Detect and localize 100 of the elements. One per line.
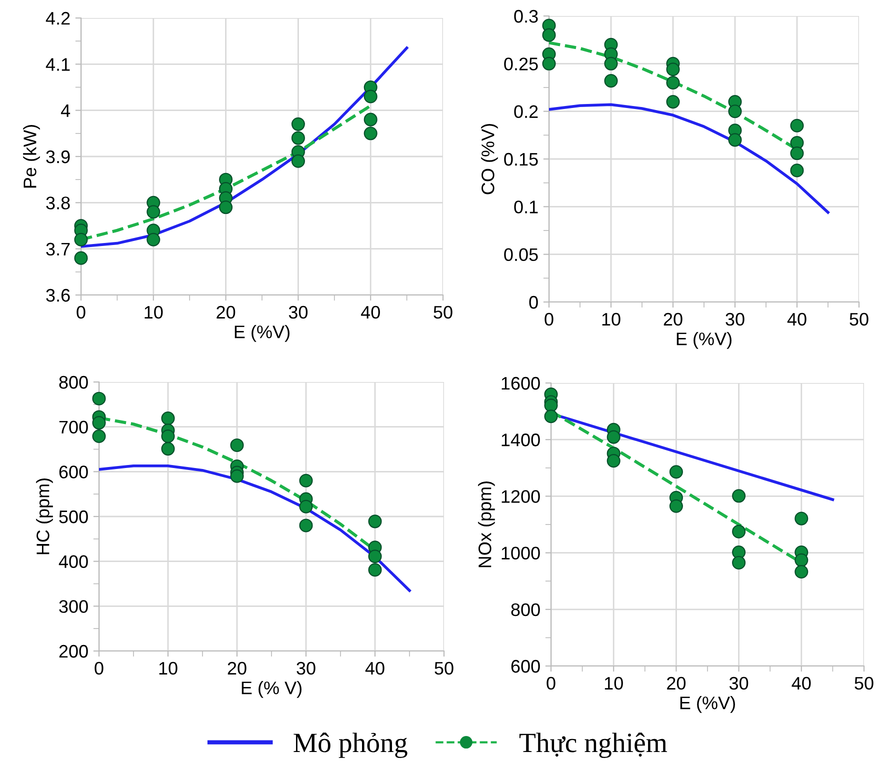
point	[230, 469, 244, 483]
x-axis-title: E (%V)	[234, 325, 290, 342]
x-tick-label: 20	[667, 676, 686, 690]
x-tick-label: 0	[546, 676, 556, 690]
point	[92, 429, 106, 444]
point	[544, 410, 558, 424]
x-tick-label: 30	[296, 662, 316, 675]
y-tick-label: 0.25	[504, 58, 538, 70]
point	[230, 438, 244, 452]
y-tick-label: 0	[529, 296, 538, 309]
point	[794, 553, 808, 567]
y-tick-label: 400	[58, 555, 88, 568]
y-tick-label: 0.15	[504, 152, 538, 166]
x-axis-title: E (%V)	[680, 696, 735, 713]
x-tick-label: 30	[288, 306, 308, 319]
x-axis-title: E (%V)	[676, 332, 732, 349]
point	[542, 28, 556, 42]
x-tick-label: 10	[604, 676, 623, 690]
point	[291, 117, 305, 131]
point	[790, 164, 804, 178]
point	[732, 489, 746, 503]
x-tick-label: 10	[144, 306, 163, 319]
point	[666, 62, 680, 76]
y-tick-label: 800	[59, 376, 88, 389]
point	[368, 514, 382, 528]
y-tick-label: 600	[59, 466, 88, 478]
y-tick-label: 0.3	[514, 10, 538, 23]
point	[666, 76, 680, 90]
y-tick-label: 600	[511, 660, 540, 673]
point	[146, 205, 160, 219]
point	[790, 118, 804, 132]
line-series	[99, 464, 411, 592]
y-tick-label: 800	[511, 603, 540, 616]
x-tick-label: 10	[602, 312, 620, 326]
point	[728, 133, 742, 147]
y-tick-label: 3.7	[46, 242, 70, 256]
point	[544, 398, 558, 412]
point	[794, 564, 808, 579]
x-tick-label: 20	[228, 662, 246, 675]
y-tick-label: 3.8	[46, 196, 70, 210]
y-axis-title: NOx (ppm)	[478, 481, 495, 568]
point	[666, 95, 680, 109]
line-series	[549, 103, 830, 214]
x-tick-label: 50	[850, 312, 868, 326]
y-tick-label: 0.1	[514, 200, 538, 214]
point	[74, 251, 88, 265]
x-tick-label: 50	[434, 662, 454, 675]
legend-label: Thực nghiệm	[519, 732, 668, 758]
y-tick-label: 3.6	[46, 288, 70, 302]
x-tick-label: 10	[159, 662, 178, 675]
y-tick-label: 1400	[502, 434, 540, 446]
point	[604, 74, 618, 88]
y-tick-label: 700	[59, 420, 88, 434]
point	[604, 56, 618, 70]
point	[606, 454, 620, 468]
point	[92, 416, 106, 430]
point	[161, 429, 175, 444]
x-tick-label: 30	[726, 312, 744, 326]
point	[219, 200, 233, 214]
y-tick-label: 1000	[502, 546, 540, 560]
x-axis-title: E (% V)	[242, 681, 302, 698]
x-tick-label: 20	[216, 306, 236, 319]
y-tick-label: 1200	[502, 490, 540, 503]
y-tick-label: 4	[60, 104, 70, 117]
point	[299, 500, 313, 514]
y-axis-title: CO (%V)	[481, 124, 498, 194]
point	[732, 524, 746, 538]
x-tick-label: 0	[94, 662, 104, 675]
point	[790, 146, 804, 160]
x-tick-label: 50	[434, 306, 452, 319]
point	[542, 56, 556, 70]
point	[146, 232, 160, 246]
point	[669, 499, 683, 513]
point	[291, 154, 305, 168]
y-tick-label: 4.1	[46, 58, 70, 71]
y-tick-label: 200	[59, 644, 88, 658]
point	[161, 442, 175, 456]
x-tick-label: 40	[365, 662, 384, 675]
x-tick-label: 50	[854, 676, 874, 690]
point	[606, 430, 620, 444]
point	[92, 392, 106, 406]
x-tick-label: 40	[792, 676, 811, 690]
point	[794, 512, 808, 526]
point	[299, 474, 313, 488]
x-tick-label: 30	[729, 676, 748, 690]
y-tick-label: 4.2	[46, 12, 70, 25]
x-tick-label: 20	[664, 312, 682, 326]
point	[364, 126, 378, 140]
point	[299, 518, 313, 532]
point	[364, 90, 378, 104]
legend-label: Mô phỏng	[294, 732, 408, 758]
point	[669, 465, 683, 479]
y-tick-label: 3.9	[46, 150, 70, 164]
point	[732, 556, 746, 570]
y-axis-title: HC (ppm)	[36, 478, 53, 554]
y-axis-title: Pe (kW)	[23, 125, 40, 188]
y-tick-label: 300	[59, 600, 88, 613]
y-tick-label: 500	[59, 510, 88, 524]
x-tick-label: 0	[544, 312, 554, 326]
point	[74, 232, 88, 246]
